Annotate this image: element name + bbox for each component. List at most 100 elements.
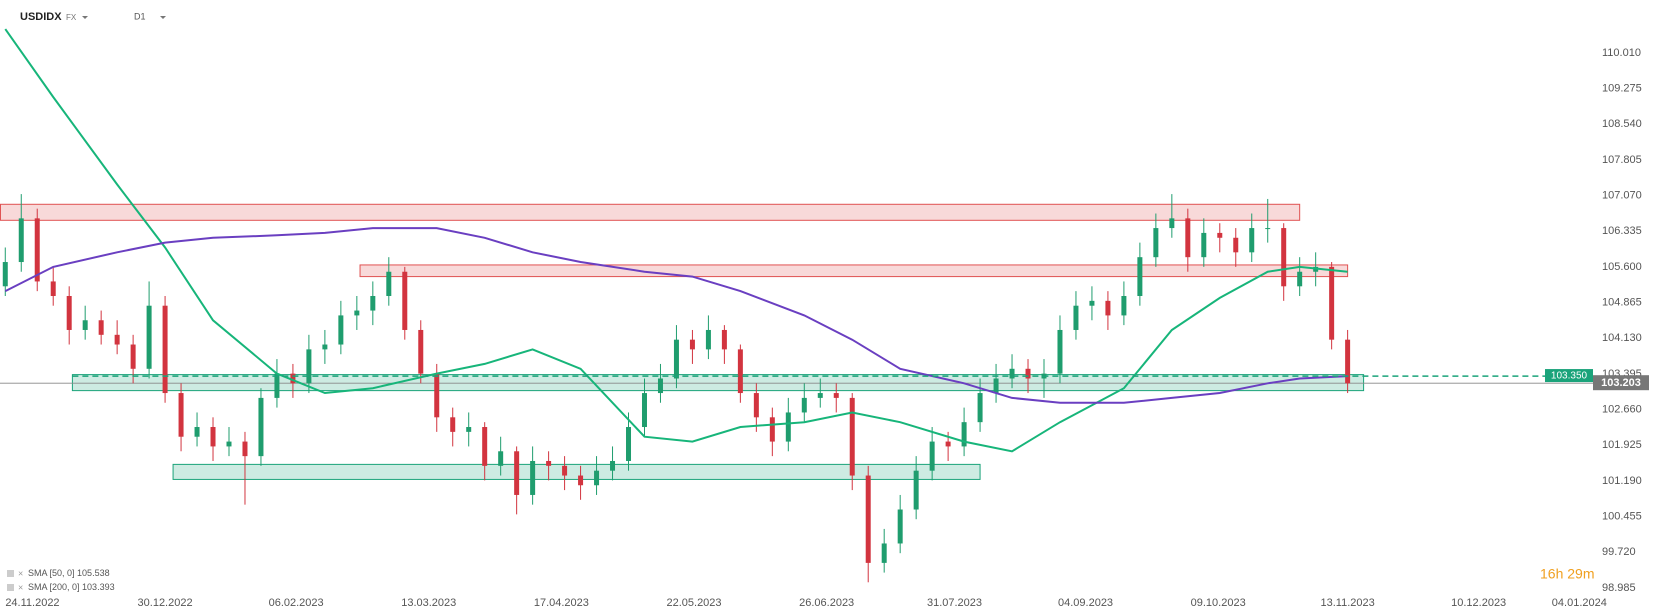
candle-body bbox=[66, 296, 72, 330]
candle-body bbox=[338, 315, 344, 345]
sma-line bbox=[4, 227, 1348, 404]
candle-body bbox=[178, 393, 184, 437]
candle-body bbox=[993, 378, 999, 394]
candle-body bbox=[418, 329, 424, 374]
candle-body bbox=[82, 320, 88, 330]
x-tick-label: 13.03.2023 bbox=[401, 597, 456, 609]
x-tick-label: 09.10.2023 bbox=[1191, 597, 1246, 609]
candle-body bbox=[386, 271, 392, 296]
y-tick-label: 100.455 bbox=[1602, 510, 1642, 522]
candle-body bbox=[641, 393, 647, 428]
last-price-label: 103.203 bbox=[1601, 377, 1641, 389]
candle-body bbox=[274, 373, 280, 398]
candle-body bbox=[162, 305, 168, 394]
candle-body bbox=[897, 509, 903, 544]
y-tick-label: 99.720 bbox=[1602, 546, 1636, 558]
candle-body bbox=[482, 427, 488, 466]
candle-body bbox=[1057, 329, 1063, 374]
candle-body bbox=[130, 344, 136, 369]
candle-body bbox=[849, 397, 855, 476]
y-tick-label: 108.540 bbox=[1602, 118, 1642, 130]
legend-close[interactable]: × bbox=[18, 568, 23, 578]
candle-body bbox=[1105, 300, 1111, 316]
y-tick-label: 110.010 bbox=[1602, 47, 1641, 59]
y-tick-label: 102.660 bbox=[1602, 403, 1642, 415]
candle-body bbox=[1089, 300, 1095, 306]
candle-body bbox=[1153, 228, 1159, 258]
candle-body bbox=[2, 262, 8, 287]
y-tick-label: 107.070 bbox=[1602, 189, 1642, 201]
candle-body bbox=[498, 451, 504, 466]
candle-body bbox=[594, 470, 600, 486]
candle-body bbox=[881, 543, 887, 563]
candle-body bbox=[1281, 228, 1287, 287]
candle-body bbox=[913, 470, 919, 510]
candle-body bbox=[833, 393, 839, 398]
candle-body bbox=[370, 296, 376, 311]
y-tick-label: 106.335 bbox=[1602, 225, 1642, 237]
candle-body bbox=[1009, 368, 1015, 379]
dropdown-arrow[interactable] bbox=[160, 16, 166, 19]
candle-body bbox=[1121, 296, 1127, 316]
x-tick-label: 24.11.2022 bbox=[5, 597, 59, 609]
sma-line bbox=[4, 28, 1348, 453]
legend-entry: SMA [50, 0] 105.538 bbox=[28, 568, 110, 578]
symbol[interactable]: USDIDX bbox=[20, 11, 62, 23]
candle-body bbox=[817, 393, 823, 398]
legend-value: 103.393 bbox=[82, 582, 115, 592]
candle-body bbox=[50, 281, 56, 296]
candle-body bbox=[1217, 232, 1223, 238]
candle-body bbox=[530, 460, 536, 495]
candle-body bbox=[578, 475, 584, 486]
candle-body bbox=[18, 218, 24, 263]
y-tick-label: 109.275 bbox=[1602, 82, 1642, 94]
x-tick-label: 26.06.2023 bbox=[799, 597, 854, 609]
timeframe[interactable]: D1 bbox=[134, 11, 146, 21]
candle-body bbox=[689, 339, 695, 350]
zone bbox=[359, 264, 1349, 278]
candle-body bbox=[34, 218, 40, 282]
x-tick-label: 06.02.2023 bbox=[269, 597, 324, 609]
y-tick-label: 104.130 bbox=[1602, 332, 1642, 344]
candle-body bbox=[753, 393, 759, 418]
legend-name: SMA [200, 0] bbox=[28, 582, 80, 592]
market: FX bbox=[66, 13, 77, 22]
candle-body bbox=[610, 460, 616, 471]
x-tick-label: 22.05.2023 bbox=[666, 597, 721, 609]
candle-body bbox=[945, 441, 951, 447]
zone bbox=[71, 374, 1365, 392]
zone bbox=[172, 463, 981, 480]
dropdown-arrow[interactable] bbox=[82, 16, 88, 19]
candle-body bbox=[785, 412, 791, 442]
y-tick-label: 101.190 bbox=[1602, 475, 1642, 487]
candle-body bbox=[1233, 237, 1239, 253]
candle-body bbox=[1073, 305, 1079, 330]
y-tick-label: 105.600 bbox=[1602, 261, 1642, 273]
candle-body bbox=[673, 339, 679, 379]
candle-body bbox=[562, 465, 568, 476]
candle-body bbox=[1249, 228, 1255, 253]
candle-body bbox=[306, 349, 312, 384]
candle-body bbox=[354, 310, 360, 316]
candle-body bbox=[514, 451, 520, 495]
x-tick-label: 13.11.2023 bbox=[1320, 597, 1374, 609]
last-price-box bbox=[1593, 375, 1649, 391]
candle-body bbox=[194, 427, 200, 437]
candle-body bbox=[721, 329, 727, 350]
candle-body bbox=[226, 441, 232, 447]
y-tick-label: 101.925 bbox=[1602, 439, 1642, 451]
candle-body bbox=[242, 441, 248, 457]
x-tick-label: 31.07.2023 bbox=[927, 597, 982, 609]
candle-body bbox=[1201, 232, 1207, 258]
candle-body bbox=[865, 475, 871, 563]
candle-body bbox=[322, 344, 328, 350]
candle-body bbox=[657, 378, 663, 394]
legend-close[interactable]: × bbox=[18, 582, 23, 592]
candle-body bbox=[1185, 218, 1191, 258]
y-tick-label: 104.865 bbox=[1602, 296, 1642, 308]
zone bbox=[0, 203, 1301, 221]
candle-body bbox=[705, 329, 711, 350]
candle-body bbox=[929, 441, 935, 471]
level-label-box bbox=[1545, 369, 1593, 383]
timer: 16h 29m bbox=[1540, 566, 1594, 582]
